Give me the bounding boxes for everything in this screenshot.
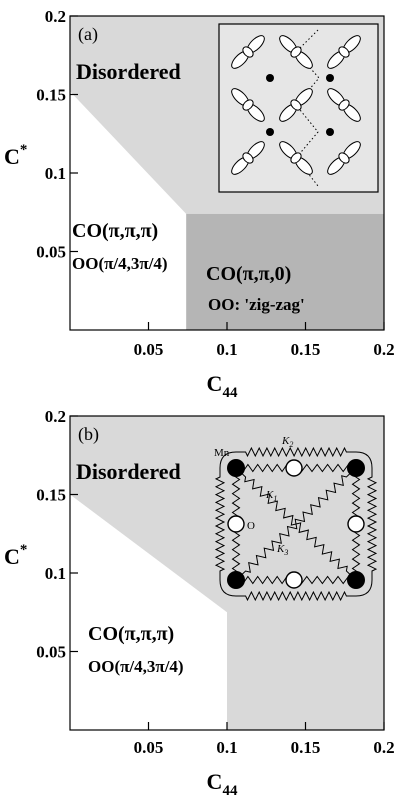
y-tick-label: 0.2: [45, 7, 66, 26]
mn-label: Mn: [214, 447, 230, 459]
region-label: OO: 'zig-zag': [208, 295, 305, 314]
charge-dot: [326, 128, 334, 136]
mn-atom: [347, 459, 365, 477]
x-tick-label: 0.2: [373, 738, 394, 757]
y-tick-label: 0.05: [36, 243, 66, 262]
x-tick-label: 0.15: [291, 738, 321, 757]
panel-label: (b): [78, 424, 99, 445]
panel-b: 0.05 0.1 0.15 0.2 0.05 0.1 0.15 0.2 C44 C* (b) Diso…: [4, 407, 395, 799]
y-tick-label: 0.1: [45, 164, 66, 183]
spring-k2-top: [236, 446, 356, 458]
y-axis-label: C*: [4, 142, 27, 169]
orbital-lobe: [327, 141, 361, 175]
orbital-ring: [338, 46, 350, 58]
mn-atom: [227, 459, 245, 477]
y-tick-label: 0.2: [45, 407, 66, 426]
region-label: CO(π,π,π): [88, 623, 174, 645]
y-axis-label-sup: *: [20, 542, 28, 558]
panel-label: (a): [78, 24, 98, 45]
x-axis-label-sub: 44: [222, 783, 238, 799]
region-label: OO(π/4,3π/4): [88, 657, 184, 676]
mn-atom: [227, 571, 245, 589]
x-axis-label: C44: [207, 769, 238, 799]
orbital-lobe: [279, 88, 313, 122]
x-axis-label: C44: [207, 371, 238, 401]
orbital-lobe: [327, 35, 361, 69]
charge-dot: [266, 128, 274, 136]
region-label: Disordered: [76, 459, 181, 484]
region-label: CO(π,π,π): [72, 220, 158, 242]
x-tick-label: 0.15: [291, 340, 321, 359]
charge-dot: [266, 74, 274, 82]
orbital-ring: [290, 99, 302, 111]
x-tick-label: 0.1: [216, 738, 237, 757]
region-co-oo-zigzag: [186, 213, 384, 330]
o-atom: [227, 515, 245, 533]
o-label: O: [247, 520, 255, 532]
region-label: OO(π/4,3π/4): [72, 254, 168, 273]
y-tick-label: 0.05: [36, 643, 66, 662]
orbital-lobe: [279, 141, 313, 175]
k2-label-sub: 2: [289, 440, 293, 449]
x-tick-label: 0.2: [373, 340, 394, 359]
y-tick-label: 0.15: [36, 86, 66, 105]
orbital-ring: [290, 46, 302, 58]
x-tick-label: 0.05: [134, 340, 164, 359]
mn-atom: [347, 571, 365, 589]
k1-label-sub: 1: [273, 494, 277, 503]
orbital-ring: [338, 152, 350, 164]
panel-a: 0.05 0.1 0.15 0.2 0.05 0.1 0.15 0.2 C44 C* (a) Diso…: [4, 7, 395, 401]
orbital-lobe: [231, 35, 265, 69]
region-label: CO(π,π,0): [206, 263, 291, 285]
orbital-order-inset: [218, 23, 379, 193]
x-axis-label-sub: 44: [222, 385, 238, 401]
orbital-lobe: [231, 141, 265, 175]
y-axis-label-sup: *: [20, 142, 28, 158]
orbital-lobe: [279, 35, 313, 69]
o-atom: [285, 459, 303, 477]
region-label: Disordered: [76, 59, 181, 84]
y-axis-label: C*: [4, 542, 27, 569]
region-disordered: [70, 416, 384, 730]
x-tick-label: 0.1: [216, 340, 237, 359]
spring-k2-right: [366, 468, 378, 580]
orbital-ring: [242, 152, 254, 164]
o-atom: [347, 515, 365, 533]
spring-k2-left: [214, 468, 226, 580]
orbital-lobe: [231, 88, 265, 122]
orbital-lobe: [327, 88, 361, 122]
charge-dot: [326, 74, 334, 82]
spring-k2-bottom: [236, 590, 356, 602]
k3-label-sub: 3: [283, 548, 288, 557]
o-atom: [285, 571, 303, 589]
y-tick-label: 0.1: [45, 564, 66, 583]
spring-k3-diagonal: [235, 467, 357, 581]
y-tick-label: 0.15: [36, 486, 66, 505]
x-tick-label: 0.05: [134, 738, 164, 757]
spring-k2-corners: [219, 451, 373, 597]
orbital-ring: [242, 46, 254, 58]
